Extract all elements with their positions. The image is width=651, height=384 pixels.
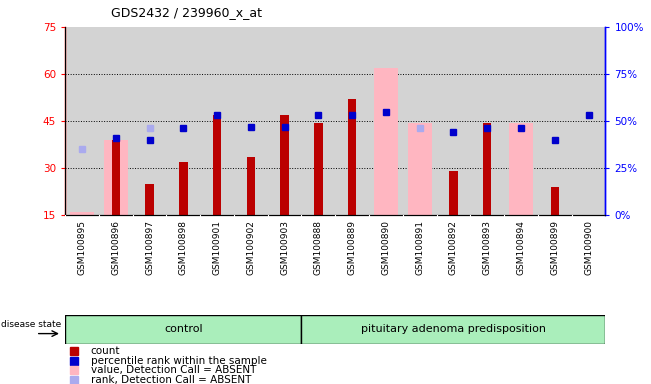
Bar	[70, 212, 94, 215]
Bar	[408, 122, 432, 215]
Bar	[348, 99, 356, 215]
Bar	[213, 115, 221, 215]
Text: GSM100896: GSM100896	[111, 220, 120, 275]
Bar	[314, 122, 323, 215]
Bar	[551, 187, 559, 215]
Text: GDS2432 / 239960_x_at: GDS2432 / 239960_x_at	[111, 6, 262, 19]
Text: GSM100900: GSM100900	[584, 220, 593, 275]
Bar	[509, 122, 533, 215]
Text: GSM100892: GSM100892	[449, 220, 458, 275]
Bar	[374, 68, 398, 215]
Text: GSM100893: GSM100893	[483, 220, 492, 275]
Bar	[111, 140, 120, 215]
Text: control: control	[164, 324, 202, 334]
Text: GSM100888: GSM100888	[314, 220, 323, 275]
Bar	[483, 122, 492, 215]
Bar	[281, 115, 289, 215]
Text: GSM100902: GSM100902	[246, 220, 255, 275]
Bar	[104, 140, 128, 215]
Text: disease state: disease state	[1, 321, 62, 329]
Text: rank, Detection Call = ABSENT: rank, Detection Call = ABSENT	[91, 375, 251, 384]
FancyBboxPatch shape	[65, 315, 301, 344]
Text: GSM100897: GSM100897	[145, 220, 154, 275]
FancyBboxPatch shape	[301, 315, 605, 344]
Text: percentile rank within the sample: percentile rank within the sample	[91, 356, 267, 366]
Text: GSM100899: GSM100899	[550, 220, 559, 275]
Text: GSM100901: GSM100901	[213, 220, 221, 275]
Bar	[449, 171, 458, 215]
Text: GSM100898: GSM100898	[179, 220, 187, 275]
Bar	[247, 157, 255, 215]
Text: GSM100894: GSM100894	[516, 220, 525, 275]
Text: count: count	[91, 346, 120, 356]
Text: pituitary adenoma predisposition: pituitary adenoma predisposition	[361, 324, 546, 334]
Text: GSM100903: GSM100903	[280, 220, 289, 275]
Bar	[179, 162, 187, 215]
Text: GSM100889: GSM100889	[348, 220, 357, 275]
Bar	[145, 184, 154, 215]
Text: GSM100895: GSM100895	[77, 220, 87, 275]
Text: GSM100891: GSM100891	[415, 220, 424, 275]
Text: value, Detection Call = ABSENT: value, Detection Call = ABSENT	[91, 365, 256, 375]
Text: GSM100890: GSM100890	[381, 220, 391, 275]
